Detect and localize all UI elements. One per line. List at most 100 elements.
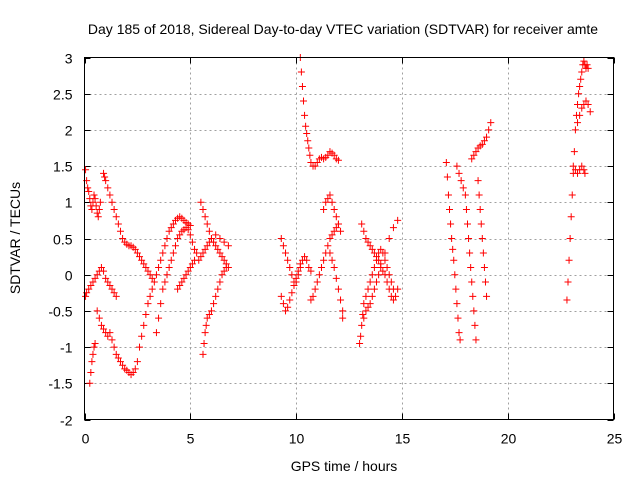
data-point-marker xyxy=(90,191,98,199)
data-point-marker xyxy=(218,271,226,279)
data-point-marker xyxy=(136,253,144,261)
data-point-marker xyxy=(88,358,96,366)
data-point-marker xyxy=(320,206,328,214)
data-point-marker xyxy=(366,242,374,250)
data-point-marker xyxy=(334,220,342,228)
data-point-marker xyxy=(203,242,211,250)
data-point-marker xyxy=(142,311,150,319)
data-point-marker xyxy=(165,263,173,271)
data-point-marker xyxy=(385,235,393,242)
data-point-marker xyxy=(337,296,345,304)
data-point-marker xyxy=(169,249,177,257)
data-point-marker xyxy=(218,253,226,261)
data-point-marker xyxy=(584,64,592,72)
data-point-marker xyxy=(214,245,222,253)
data-point-marker xyxy=(481,278,489,286)
data-point-marker xyxy=(328,231,336,239)
data-point-marker xyxy=(284,256,292,264)
data-point-marker xyxy=(309,292,317,300)
data-point-marker xyxy=(286,263,294,271)
data-point-marker xyxy=(575,90,583,98)
data-point-marker xyxy=(97,263,105,271)
data-point-marker xyxy=(152,271,160,279)
data-point-marker xyxy=(174,235,182,242)
data-point-marker xyxy=(306,151,314,159)
data-point-marker xyxy=(102,274,110,282)
data-point-marker xyxy=(478,235,486,242)
data-point-marker xyxy=(328,256,336,264)
data-point-marker xyxy=(199,249,207,257)
data-point-marker xyxy=(448,235,456,242)
data-point-marker xyxy=(332,213,340,221)
data-point-marker xyxy=(317,263,325,271)
data-point-marker xyxy=(301,253,309,261)
data-point-marker xyxy=(578,162,586,170)
data-point-marker xyxy=(443,173,451,181)
x-tick-label: 25 xyxy=(607,431,623,447)
data-point-marker xyxy=(461,191,469,199)
data-point-marker xyxy=(97,321,105,329)
data-point-marker xyxy=(442,158,450,166)
data-point-marker xyxy=(94,213,102,221)
data-point-marker xyxy=(377,263,385,271)
data-point-marker xyxy=(311,285,319,293)
tick-label-layer: 0 5 10 15 20 25 -2 -1.5 -1 -0.5 0 0.5 1 1.5 2 2.5 3 xyxy=(48,51,622,447)
data-point-marker xyxy=(326,249,334,257)
data-point-marker xyxy=(200,339,208,347)
data-point-marker xyxy=(89,278,97,286)
data-point-marker xyxy=(82,166,90,174)
data-point-marker xyxy=(389,224,397,232)
data-point-marker xyxy=(106,329,114,337)
y-tick-label: 1 xyxy=(65,195,73,211)
data-point-marker xyxy=(220,267,228,275)
data-point-marker xyxy=(360,227,368,235)
data-point-marker xyxy=(136,343,144,351)
data-point-marker xyxy=(161,278,169,286)
data-point-marker xyxy=(574,169,582,177)
data-point-marker xyxy=(564,278,572,286)
data-point-marker xyxy=(106,191,114,199)
data-point-marker xyxy=(100,169,108,177)
data-point-marker xyxy=(368,271,376,279)
data-point-marker xyxy=(277,292,285,300)
data-point-marker xyxy=(131,245,139,253)
data-point-marker xyxy=(82,292,90,300)
data-point-marker xyxy=(199,350,207,358)
data-point-marker xyxy=(580,166,588,174)
data-point-marker xyxy=(356,339,364,347)
data-point-marker xyxy=(116,358,124,366)
data-point-marker xyxy=(159,249,167,257)
data-point-marker xyxy=(138,332,146,340)
data-point-marker xyxy=(298,82,306,90)
data-point-marker xyxy=(93,271,101,279)
data-point-marker xyxy=(307,158,315,166)
data-point-marker xyxy=(205,227,213,235)
data-point-marker xyxy=(468,278,476,286)
data-point-marker xyxy=(150,278,158,286)
data-point-marker xyxy=(370,285,378,293)
data-point-marker xyxy=(87,282,95,290)
data-point-marker xyxy=(339,314,347,322)
data-point-marker xyxy=(451,271,459,279)
data-point-marker xyxy=(358,321,366,329)
data-point-marker xyxy=(197,198,205,206)
data-point-marker xyxy=(465,235,473,242)
y-tick-label: 0 xyxy=(65,268,73,284)
data-point-marker xyxy=(279,242,287,250)
data-point-marker xyxy=(184,267,192,275)
data-point-marker xyxy=(212,231,220,239)
data-point-marker xyxy=(195,256,203,264)
data-point-marker xyxy=(581,169,589,177)
data-point-marker xyxy=(184,226,192,234)
data-point-marker xyxy=(93,307,101,315)
data-point-marker xyxy=(586,108,594,116)
data-point-marker xyxy=(583,61,591,69)
data-point-marker xyxy=(205,238,213,246)
data-point-marker xyxy=(457,177,465,185)
data-point-marker xyxy=(129,368,137,376)
data-point-marker xyxy=(339,307,347,315)
data-point-marker xyxy=(91,339,99,347)
data-point-marker xyxy=(455,169,463,177)
data-point-marker xyxy=(140,321,148,329)
y-axis-title: SDTVAR / TECUs xyxy=(7,182,23,294)
